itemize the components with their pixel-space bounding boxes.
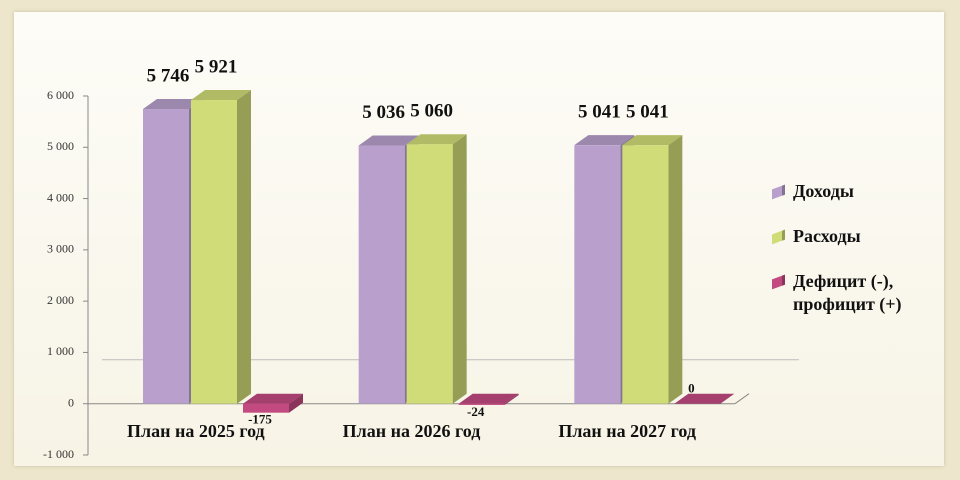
- bar-side: [289, 393, 303, 413]
- y-tick-label: 5 000: [47, 139, 74, 153]
- value-label: 0: [688, 381, 695, 396]
- value-label: 5 041: [626, 102, 669, 123]
- value-label: 5 041: [578, 102, 621, 123]
- bar: [191, 100, 237, 404]
- x-tick-label: План на 2027 год: [558, 421, 696, 441]
- value-label: 5 921: [195, 56, 238, 77]
- legend-entry: Дефицит (-), профицит (+): [772, 270, 932, 316]
- legend-swatch: [772, 184, 785, 200]
- bar-top: [622, 135, 683, 146]
- legend-label: Дефицит (-), профицит (+): [793, 271, 902, 314]
- y-tick-label: 2 000: [47, 293, 74, 307]
- bar-top: [191, 90, 251, 101]
- y-tick-label: 3 000: [47, 242, 74, 256]
- bar: [406, 144, 453, 404]
- bar-side: [504, 393, 519, 405]
- bar-top: [406, 134, 467, 145]
- value-label: 5 060: [410, 101, 453, 122]
- bar: [358, 145, 405, 404]
- bar-side: [237, 90, 251, 404]
- bar-side: [668, 135, 683, 404]
- bar-top: [143, 99, 203, 110]
- bar-top: [358, 135, 419, 146]
- bar: [458, 403, 505, 405]
- bar: [622, 145, 669, 404]
- bar-top: [674, 393, 735, 404]
- legend-entry: Доходы: [772, 180, 932, 203]
- value-label: 5 036: [362, 102, 405, 123]
- x-tick-label: План на 2026 год: [343, 421, 481, 441]
- x-tick-label: План на 2025 год: [127, 421, 265, 441]
- y-tick-label: 4 000: [47, 190, 74, 204]
- bar: [243, 403, 289, 413]
- value-label: -175: [248, 412, 272, 427]
- y-tick-label: 6 000: [47, 88, 74, 102]
- y-tick-label: 1 000: [47, 344, 74, 358]
- legend-label: Доходы: [793, 181, 854, 201]
- value-label: -24: [467, 404, 485, 419]
- bar-top: [458, 393, 519, 404]
- y-tick-label: 0: [68, 395, 74, 409]
- legend-swatch: [772, 229, 785, 245]
- legend-swatch: [772, 274, 785, 290]
- bar-side: [452, 134, 467, 404]
- bar: [143, 109, 189, 404]
- bar-top: [243, 393, 303, 404]
- value-label: 5 746: [147, 65, 190, 86]
- bar-top: [574, 135, 635, 146]
- bar: [574, 145, 621, 404]
- x-axis-depth: [734, 393, 750, 405]
- legend-label: Расходы: [793, 226, 861, 246]
- y-tick-label: -1 000: [43, 447, 74, 461]
- legend-entry: Расходы: [772, 225, 932, 248]
- legend: Доходы Расходы Дефицит (-), профицит (+): [772, 180, 932, 338]
